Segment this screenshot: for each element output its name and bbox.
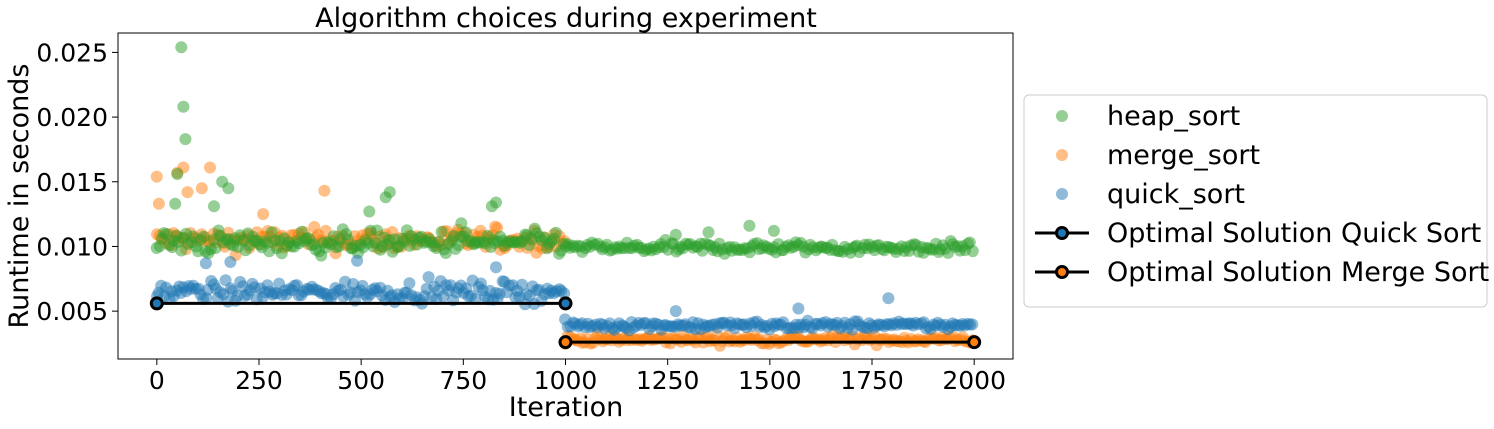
- data-point: [435, 225, 448, 238]
- legend-label: heap_sort: [1107, 101, 1240, 132]
- data-point: [197, 230, 210, 243]
- outlier-point: [363, 205, 376, 218]
- legend-label: merge_sort: [1107, 140, 1260, 171]
- legend-marker: [1056, 149, 1068, 161]
- y-tick-label: 0.010: [36, 232, 108, 261]
- legend-label: quick_sort: [1107, 179, 1245, 210]
- outlier-point: [383, 186, 396, 199]
- x-tick-label: 250: [235, 366, 283, 395]
- x-tick-label: 1000: [534, 366, 598, 395]
- data-point: [558, 287, 571, 300]
- outlier-point: [171, 168, 184, 180]
- outlier-point: [792, 302, 805, 315]
- outlier-point: [177, 100, 190, 113]
- optimal-marker: [967, 335, 982, 350]
- outlier-point: [208, 200, 220, 213]
- outlier-point: [490, 261, 502, 274]
- legend-marker: [1055, 226, 1069, 240]
- data-point: [966, 245, 979, 258]
- x-tick-label: 2000: [942, 366, 1006, 395]
- outlier-point: [743, 219, 756, 232]
- scatter-points: [150, 41, 979, 352]
- series-quick-sort: [151, 254, 979, 337]
- data-point: [550, 226, 562, 239]
- y-tick-label: 0.005: [36, 297, 108, 326]
- outlier-point: [175, 41, 188, 54]
- optimal-marker: [558, 335, 573, 350]
- y-tick-label: 0.015: [36, 168, 108, 197]
- outlier-point: [351, 254, 364, 267]
- outlier-point: [318, 184, 331, 197]
- optimal-marker: [149, 296, 164, 311]
- optimal-marker: [558, 296, 573, 311]
- x-tick-label: 0: [149, 366, 165, 395]
- legend-label: Optimal Solution Quick Sort: [1107, 218, 1481, 249]
- outlier-point: [702, 226, 715, 239]
- x-tick-label: 750: [439, 366, 487, 395]
- y-tick-label: 0.025: [36, 38, 108, 67]
- outlier-point: [490, 196, 502, 209]
- outlier-point: [224, 256, 237, 268]
- data-point: [966, 318, 979, 331]
- axis-ticks: 0 250 500 750 1000 1250 1500 1750 2000 0.005 0.010…: [36, 38, 1006, 395]
- data-point: [422, 271, 435, 284]
- x-tick-label: 1500: [738, 366, 802, 395]
- line-optimal-solution-quick-sort: [149, 296, 573, 311]
- x-tick-label: 500: [337, 366, 385, 395]
- outlier-point: [152, 197, 165, 210]
- outlier-point: [204, 161, 216, 174]
- legend-item: merge_sort: [1056, 140, 1260, 171]
- data-point: [469, 292, 482, 305]
- legend-marker: [1056, 188, 1068, 200]
- outlier-point: [181, 186, 194, 199]
- outlier-point: [195, 182, 208, 195]
- legend-item: Optimal Solution Merge Sort: [1035, 257, 1489, 288]
- outlier-point: [222, 182, 235, 195]
- outlier-point: [669, 305, 682, 318]
- x-tick-label: 1250: [636, 366, 700, 395]
- legend-marker: [1055, 265, 1069, 279]
- legend-item: quick_sort: [1056, 179, 1245, 210]
- y-tick-label: 0.020: [36, 103, 108, 132]
- chart-title: Algorithm choices during experiment: [315, 3, 817, 34]
- outlier-point: [669, 228, 682, 241]
- outlier-point: [257, 208, 270, 221]
- y-axis-label: Runtime in seconds: [4, 64, 35, 329]
- x-tick-label: 1750: [840, 366, 904, 395]
- legend-item: heap_sort: [1056, 101, 1240, 132]
- outlier-point: [179, 133, 192, 146]
- legend-marker: [1056, 110, 1068, 122]
- optimal-lines: [149, 296, 982, 350]
- data-point: [516, 278, 528, 291]
- x-axis-label: Iteration: [509, 392, 624, 423]
- legend-label: Optimal Solution Merge Sort: [1107, 257, 1489, 288]
- outlier-point: [199, 257, 212, 270]
- outlier-point: [455, 217, 468, 230]
- series-heap-sort: [150, 41, 979, 262]
- outlier-point: [767, 224, 780, 237]
- legend-box: [1023, 94, 1488, 308]
- data-point: [403, 277, 416, 290]
- line-optimal-solution-merge-sort: [558, 335, 982, 350]
- legend: heap_sort merge_sort quick_sort Optimal Sol…: [1023, 94, 1489, 308]
- outlier-point: [150, 170, 163, 183]
- outlier-point: [169, 197, 182, 210]
- legend-item: Optimal Solution Quick Sort: [1035, 218, 1481, 249]
- outlier-point: [882, 292, 895, 305]
